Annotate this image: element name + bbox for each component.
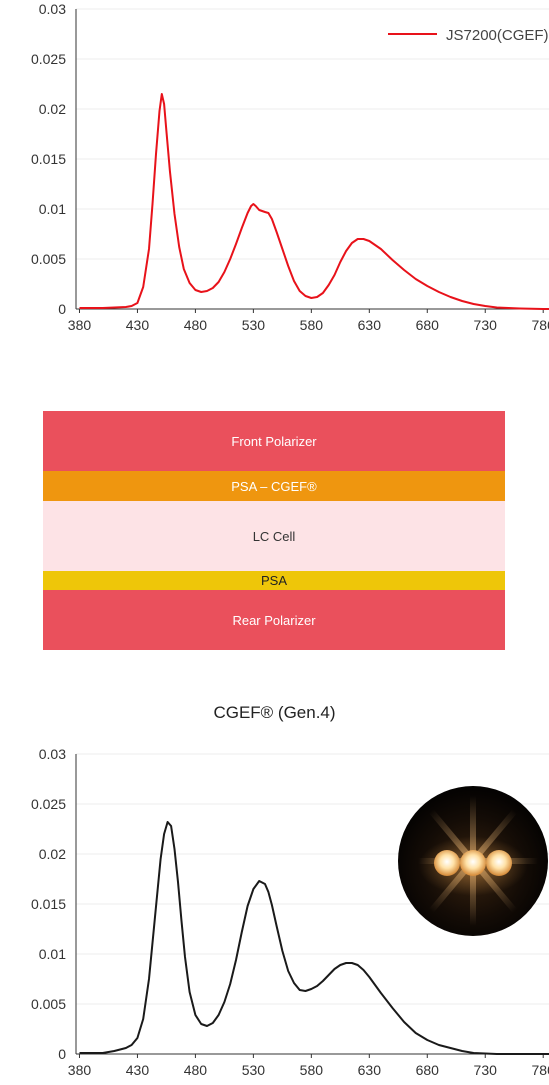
x-tick-label: 480 <box>184 317 208 333</box>
x-tick-label: 430 <box>126 1062 150 1078</box>
x-tick-label: 530 <box>242 1062 266 1078</box>
x-tick-label: 780 <box>532 317 549 333</box>
x-tick-label: 380 <box>68 1062 92 1078</box>
x-tick-label: 530 <box>242 317 266 333</box>
led-bulbs-photo-icon <box>398 786 548 936</box>
x-tick-label: 780 <box>532 1062 549 1078</box>
x-tick-label: 730 <box>474 317 498 333</box>
x-tick-label: 480 <box>184 1062 208 1078</box>
y-tick-label: 0.02 <box>39 846 66 862</box>
x-tick-label: 680 <box>416 317 440 333</box>
front-polarizer-layer: Front Polarizer <box>43 411 505 471</box>
front-polarizer-label: Front Polarizer <box>231 434 316 449</box>
x-tick-label: 730 <box>474 1062 498 1078</box>
lc-cell-label: LC Cell <box>253 529 296 544</box>
y-tick-label: 0.03 <box>39 746 66 762</box>
y-tick-label: 0.01 <box>39 946 66 962</box>
chart-2-title: CGEF® (Gen.4) <box>0 703 549 723</box>
y-tick-label: 0.025 <box>31 51 66 67</box>
y-tick-label: 0.015 <box>31 151 66 167</box>
x-tick-label: 680 <box>416 1062 440 1078</box>
lamp-bulb <box>486 850 512 876</box>
lamp-bulb <box>434 850 460 876</box>
y-tick-label: 0.03 <box>39 1 66 17</box>
y-tick-label: 0.015 <box>31 896 66 912</box>
legend-label: JS7200(CGEF) <box>446 27 549 44</box>
y-tick-label: 0.005 <box>31 251 66 267</box>
y-tick-label: 0.025 <box>31 796 66 812</box>
y-tick-label: 0 <box>58 301 66 317</box>
x-tick-label: 580 <box>300 317 324 333</box>
psa-cgef-layer: PSA – CGEF® <box>43 471 505 501</box>
lamp-bulb <box>460 850 486 876</box>
x-tick-label: 630 <box>358 317 382 333</box>
rear-polarizer-layer: Rear Polarizer <box>43 590 505 650</box>
x-tick-label: 630 <box>358 1062 382 1078</box>
psa-cgef-label: PSA – CGEF® <box>231 479 316 494</box>
rear-polarizer-label: Rear Polarizer <box>232 613 315 628</box>
x-tick-label: 430 <box>126 317 150 333</box>
lc-cell-layer: LC Cell <box>43 501 505 571</box>
psa-layer: PSA <box>43 571 505 590</box>
x-tick-label: 580 <box>300 1062 324 1078</box>
y-tick-label: 0.01 <box>39 201 66 217</box>
y-tick-label: 0.005 <box>31 996 66 1012</box>
y-tick-label: 0 <box>58 1046 66 1062</box>
series-line <box>80 94 549 309</box>
x-tick-label: 380 <box>68 317 92 333</box>
spectrum-chart-js7200: 0 0.005 0.01 0.015 0.02 0.025 0.03 380 430 480 530… <box>0 0 549 340</box>
psa-label: PSA <box>261 573 287 588</box>
y-tick-label: 0.02 <box>39 101 66 117</box>
